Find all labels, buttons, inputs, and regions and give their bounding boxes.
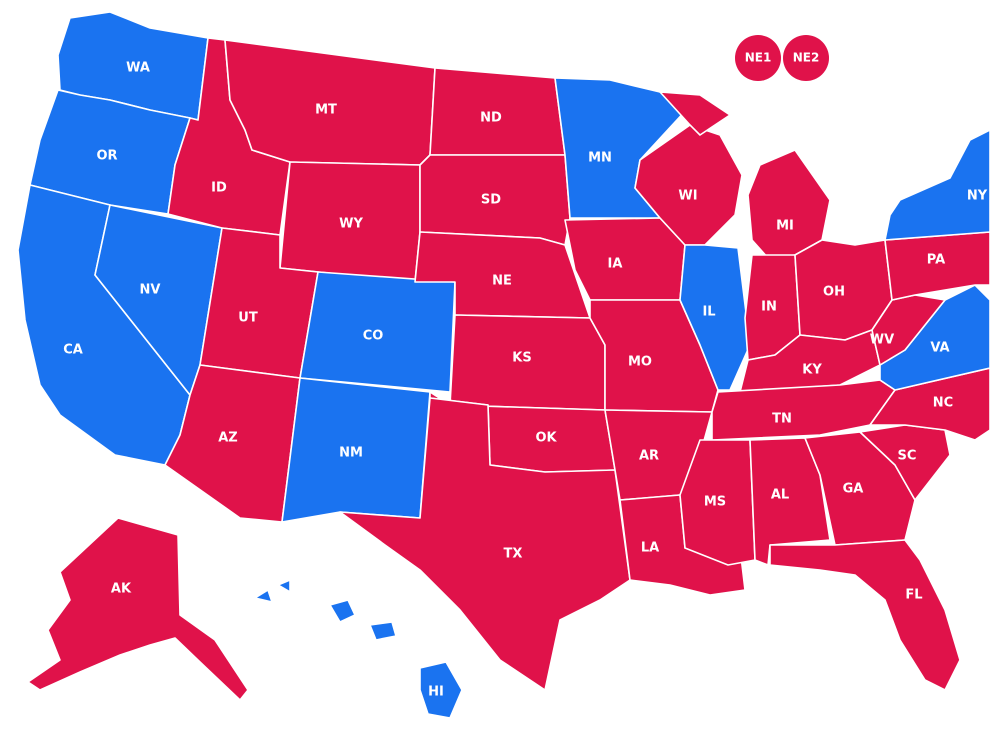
label-UT: UT <box>238 311 258 326</box>
label-GA: GA <box>843 482 864 497</box>
label-NE: NE <box>492 274 512 289</box>
label-IL: IL <box>702 305 715 320</box>
label-WI: WI <box>678 189 697 204</box>
state-PA[interactable] <box>884 231 990 301</box>
label-HI: HI <box>428 685 444 700</box>
label-AK: AK <box>111 582 132 597</box>
label-FL: FL <box>905 588 922 603</box>
label-LA: LA <box>641 541 659 556</box>
label-TN: TN <box>772 412 792 427</box>
label-KY: KY <box>802 363 822 378</box>
label-VA: VA <box>930 341 949 356</box>
label-NY: NY <box>967 189 988 204</box>
label-MO: MO <box>628 355 652 370</box>
label-CA: CA <box>63 343 83 358</box>
label-MS: MS <box>704 495 726 510</box>
label-ID: ID <box>211 181 227 196</box>
label-OK: OK <box>535 431 557 446</box>
label-ND: ND <box>480 111 502 126</box>
label-SD: SD <box>481 193 501 208</box>
label-NM: NM <box>339 446 363 461</box>
label-AL: AL <box>771 488 789 503</box>
label-NE1: NE1 <box>745 51 772 65</box>
label-MI: MI <box>776 219 794 234</box>
state-NY[interactable] <box>884 129 990 241</box>
ne2-district-marker[interactable] <box>783 35 829 81</box>
state-HI[interactable] <box>254 579 463 719</box>
label-WA: WA <box>126 61 150 76</box>
label-SC: SC <box>898 449 917 464</box>
label-AZ: AZ <box>218 431 238 446</box>
label-NC: NC <box>933 396 953 411</box>
state-TX[interactable] <box>339 397 631 691</box>
label-PA: PA <box>927 253 945 268</box>
state-FL[interactable] <box>769 539 961 691</box>
state-IA[interactable] <box>564 217 686 301</box>
label-IN: IN <box>761 300 777 315</box>
label-OH: OH <box>823 285 845 300</box>
label-OR: OR <box>96 149 117 164</box>
label-KS: KS <box>512 351 531 366</box>
label-MT: MT <box>315 103 337 118</box>
label-AR: AR <box>639 449 659 464</box>
state-AK[interactable] <box>27 517 249 701</box>
label-NE2: NE2 <box>793 51 820 65</box>
state-IL[interactable] <box>679 244 751 391</box>
label-NV: NV <box>140 283 161 298</box>
label-IA: IA <box>608 257 623 272</box>
label-TX: TX <box>504 547 523 562</box>
label-CO: CO <box>363 329 384 344</box>
label-MN: MN <box>588 151 612 166</box>
label-WY: WY <box>339 217 363 232</box>
label-WV: WV <box>870 333 894 348</box>
ne1-district-marker[interactable] <box>735 35 781 81</box>
